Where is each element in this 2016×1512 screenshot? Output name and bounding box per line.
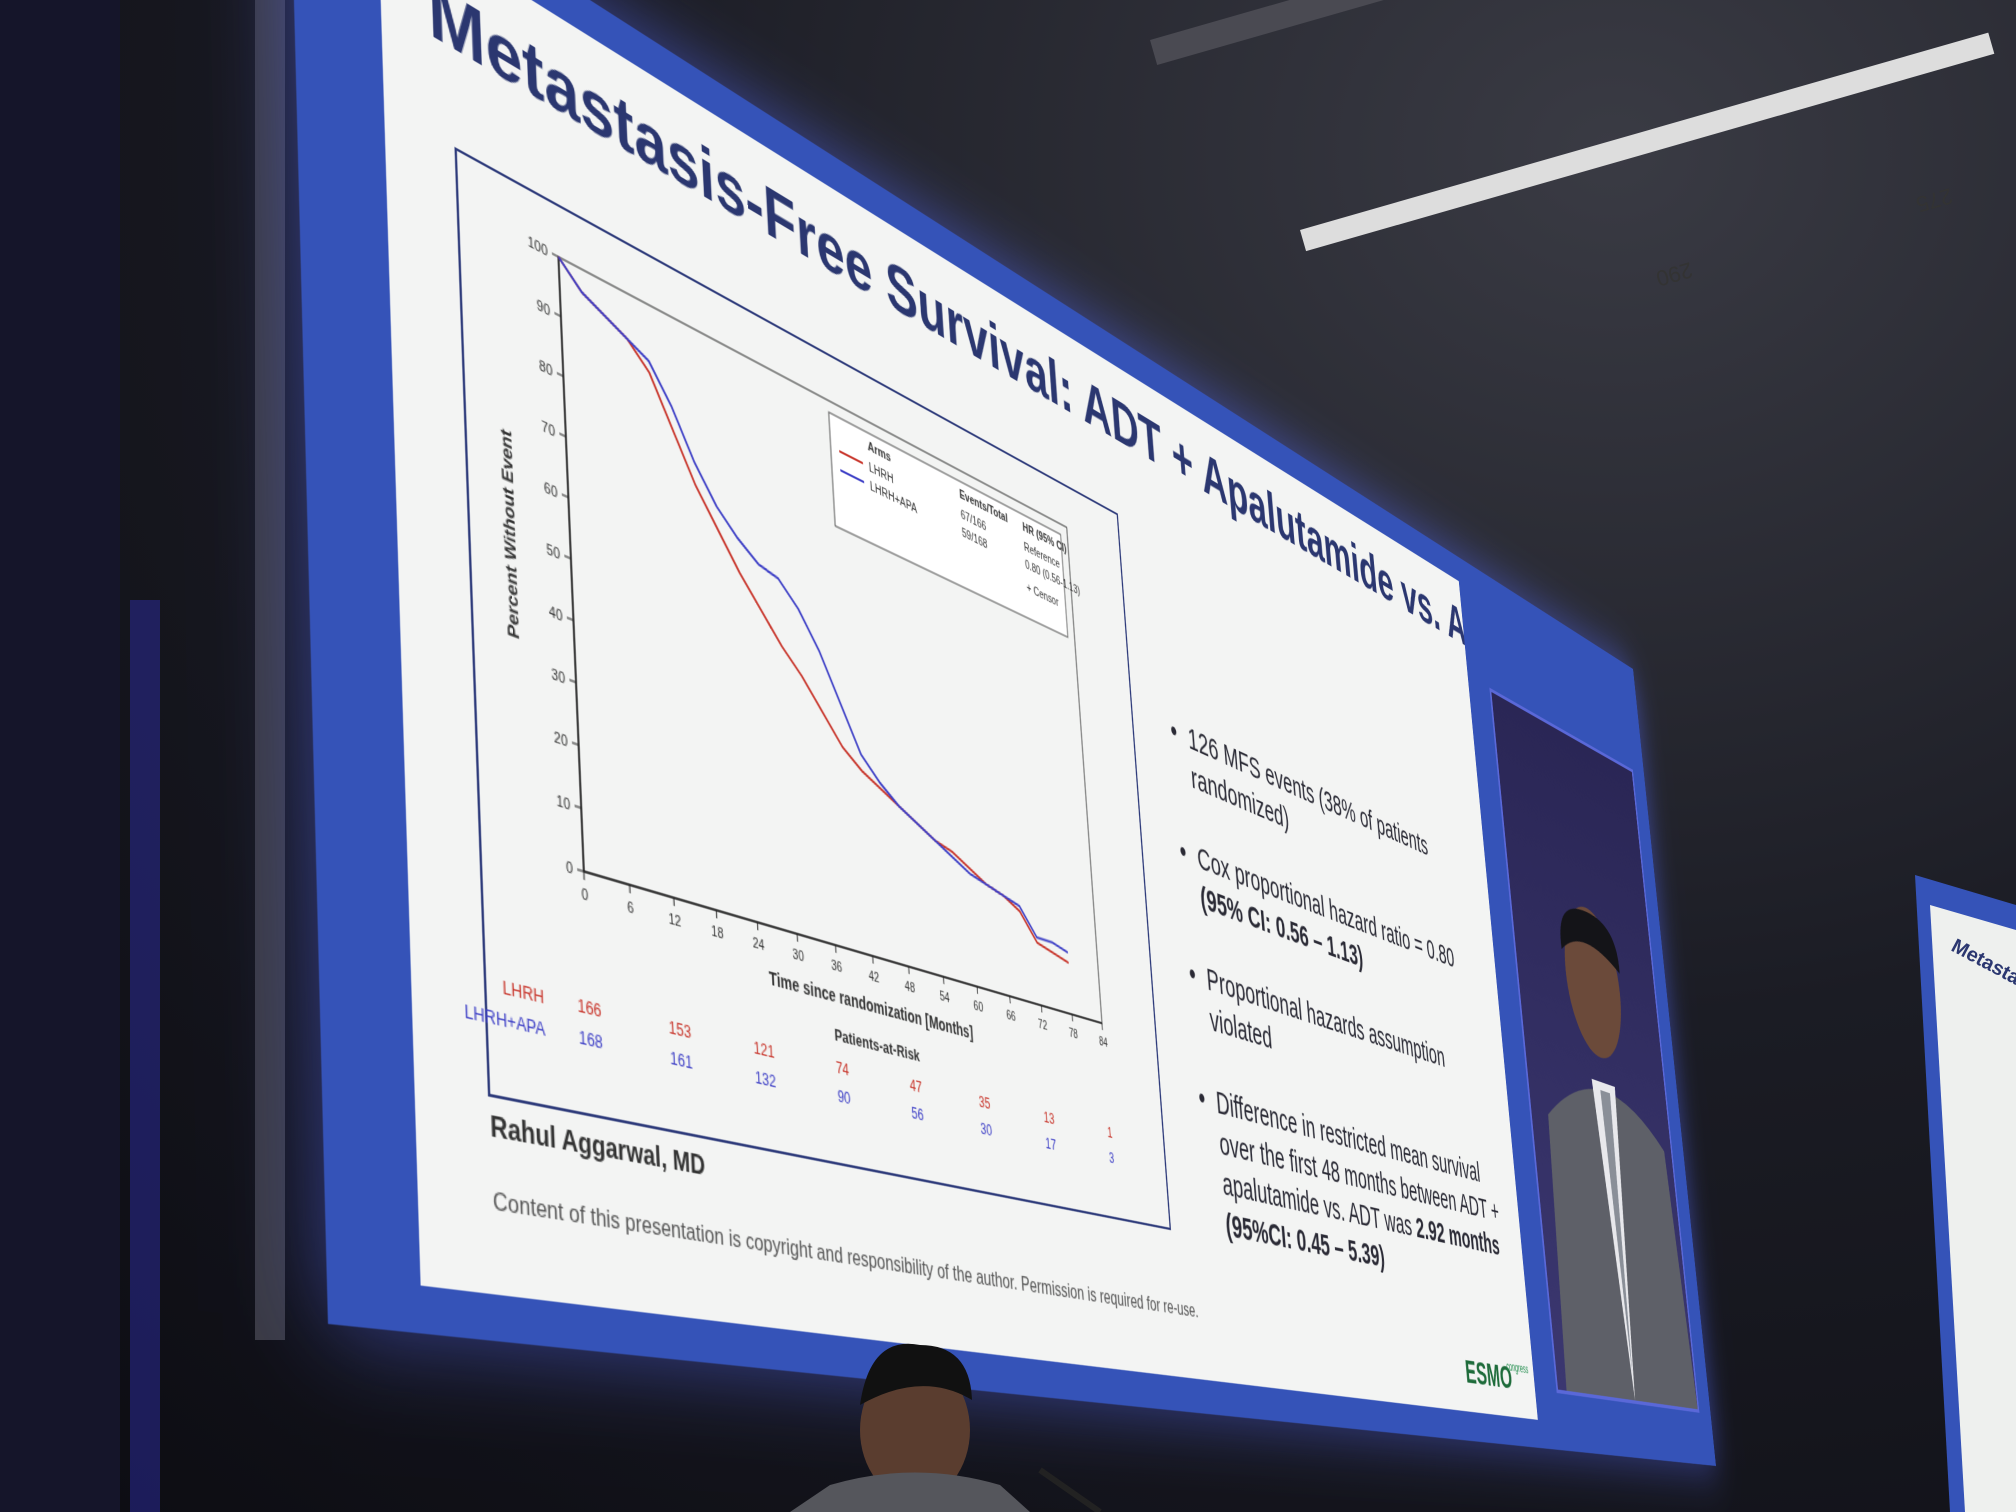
light [130, 600, 160, 1512]
x-tick-label: 30 [792, 945, 804, 965]
x-tick-label: 78 [1069, 1025, 1079, 1042]
curtain [0, 0, 120, 1512]
x-tick-label: 66 [1006, 1007, 1016, 1025]
chart: 0102030405060708090100061218243036424854… [378, 0, 1210, 1248]
x-tick-label: 6 [627, 898, 634, 917]
y-tick-label: 20 [554, 728, 568, 750]
y-tick-label: 40 [549, 602, 563, 625]
speaker-suit [790, 1472, 1030, 1512]
truss [255, 0, 285, 1340]
risk-count: 132 [755, 1068, 777, 1092]
sign-bar [1299, 32, 1995, 252]
x-tick-label: 84 [1099, 1033, 1109, 1050]
y-tick-label: 80 [539, 356, 553, 379]
risk-count: 13 [1043, 1108, 1055, 1128]
y-tick-label: 50 [546, 540, 560, 563]
risk-count: 1 [1107, 1124, 1113, 1142]
y-tick-label: 30 [551, 665, 565, 688]
risk-count: 168 [578, 1027, 603, 1054]
x-tick-label: 12 [668, 910, 681, 931]
risk-count: 3 [1108, 1149, 1114, 1167]
speaker-head [860, 1360, 970, 1500]
x-tick-label: 18 [711, 922, 724, 942]
x-tick-label: 72 [1038, 1016, 1048, 1033]
screen: Metastasis-Free Survival: ADT + Apalutam… [289, 0, 1716, 1466]
risk-count: 35 [978, 1093, 991, 1114]
microphone [1038, 1467, 1102, 1512]
x-tick-label: 48 [904, 978, 915, 997]
risk-count: 47 [909, 1076, 922, 1097]
x-tick-label: 36 [831, 956, 843, 975]
speaker-hair [860, 1343, 972, 1405]
y-tick-label: 0 [566, 858, 574, 878]
risk-count: 121 [753, 1038, 775, 1063]
y-tick-label: 60 [544, 478, 558, 501]
x-tick-label: 0 [581, 885, 589, 905]
y-tick-label: 70 [541, 417, 555, 440]
second-slide [1930, 905, 2016, 1512]
x-tick-label: 60 [973, 997, 984, 1015]
risk-count: 74 [835, 1058, 849, 1080]
y-tick-label: 10 [556, 792, 570, 814]
risk-count: 153 [668, 1017, 691, 1043]
x-tick-label: 24 [752, 934, 765, 954]
risk-count: 161 [670, 1048, 693, 1073]
slide: Metastasis-Free Survival: ADT + Apalutam… [377, 0, 1538, 1420]
y-tick-label: 90 [536, 296, 550, 320]
risk-count: 30 [980, 1120, 993, 1140]
x-tick-label: 54 [939, 988, 950, 1006]
legend-box [829, 412, 1068, 637]
risk-count: 90 [837, 1087, 851, 1109]
x-tick-label: 42 [868, 967, 880, 986]
risk-count: 17 [1045, 1135, 1057, 1155]
risk-count: 56 [911, 1104, 924, 1125]
